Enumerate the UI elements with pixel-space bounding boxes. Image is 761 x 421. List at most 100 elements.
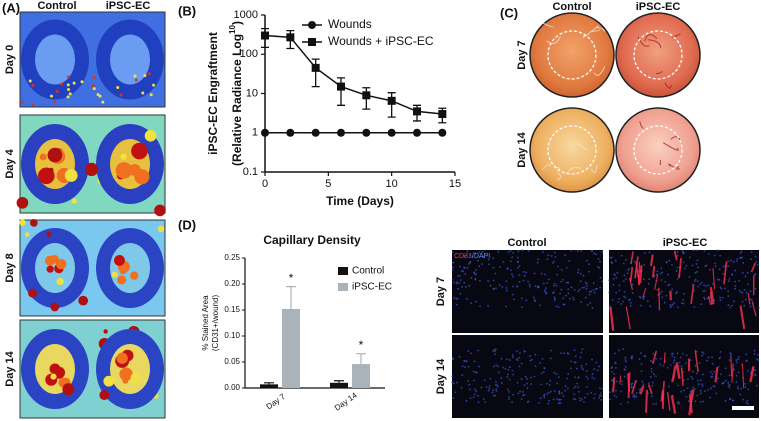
nucleus [487, 304, 489, 307]
wound-photo [615, 107, 701, 193]
nucleus [724, 399, 727, 402]
marker [413, 107, 421, 116]
nucleus [709, 371, 712, 373]
nucleus [474, 388, 476, 391]
wound-photo [529, 107, 615, 193]
nucleus [719, 296, 721, 299]
nucleus [494, 350, 497, 353]
nucleus [660, 279, 663, 281]
nucleus [587, 377, 589, 380]
nucleus [735, 374, 738, 377]
nucleus [466, 297, 468, 300]
nucleus [688, 276, 691, 278]
hot-spot [117, 275, 127, 285]
nucleus [620, 390, 623, 393]
nucleus [727, 381, 730, 384]
nucleus [553, 299, 556, 302]
nucleus [648, 251, 651, 254]
speckle [80, 80, 84, 84]
nucleus [543, 396, 546, 399]
nucleus [545, 293, 548, 295]
hot-spot [71, 198, 78, 204]
nucleus [591, 307, 594, 309]
nucleus [493, 348, 496, 351]
nucleus [565, 266, 568, 269]
nucleus [691, 377, 694, 380]
nucleus [619, 403, 622, 405]
nucleus [495, 287, 497, 290]
x-tick-label: 15 [449, 178, 461, 190]
nucleus [629, 298, 632, 301]
nucleus [521, 306, 523, 309]
nucleus [614, 259, 617, 262]
nucleus [556, 382, 559, 385]
column-label: Control [37, 0, 76, 12]
hot-spot [64, 169, 78, 182]
cd31-stain [627, 373, 630, 392]
nucleus [498, 283, 501, 286]
nucleus [452, 251, 454, 254]
nucleus [567, 372, 570, 375]
y-tick-label: 0.00 [224, 383, 240, 392]
nucleus [682, 261, 685, 264]
legend-label: Control [352, 266, 384, 277]
nucleus [533, 299, 536, 301]
vessel [576, 142, 589, 152]
nucleus [639, 304, 642, 307]
speckle [141, 91, 145, 95]
nucleus [739, 393, 742, 396]
hot-spot [56, 277, 64, 286]
nucleus [617, 301, 620, 304]
nucleus [692, 249, 695, 252]
y-tick-label: 0.1 [243, 166, 258, 178]
nucleus [735, 381, 738, 384]
speckle [92, 87, 96, 91]
nucleus [467, 350, 470, 352]
speckle [49, 94, 53, 98]
nucleus [727, 280, 730, 283]
marker [413, 128, 421, 137]
nucleus [697, 285, 700, 288]
nucleus [564, 294, 567, 297]
nucleus [627, 269, 630, 272]
nucleus [615, 291, 618, 294]
nucleus [491, 391, 494, 394]
nucleus [721, 296, 724, 299]
nucleus [494, 348, 497, 351]
nucleus [455, 282, 458, 285]
cd31-stain [678, 258, 682, 279]
nucleus [472, 396, 475, 399]
nucleus [702, 373, 704, 376]
speckle [149, 93, 153, 97]
marker [362, 91, 371, 100]
nucleus [738, 356, 740, 358]
nucleus [719, 286, 722, 289]
marker [362, 128, 371, 137]
nucleus [622, 262, 625, 265]
nucleus [472, 370, 475, 373]
hot-spot [154, 204, 166, 217]
nucleus [615, 389, 617, 392]
nucleus [557, 306, 560, 308]
nucleus [730, 259, 732, 262]
nucleus [589, 302, 592, 305]
nucleus [552, 284, 555, 287]
nucleus [711, 362, 714, 365]
vessel [664, 82, 672, 89]
speckle [66, 95, 70, 99]
nucleus [727, 295, 730, 297]
nucleus [497, 371, 500, 374]
nucleus [495, 364, 498, 367]
nucleus [470, 302, 473, 305]
nucleus [453, 297, 456, 299]
nucleus [717, 377, 720, 380]
nucleus [508, 378, 511, 381]
nucleus [627, 401, 630, 404]
nucleus [599, 286, 602, 289]
nucleus [475, 269, 477, 271]
nucleus [623, 295, 625, 298]
nucleus [475, 300, 478, 303]
vessel [542, 22, 555, 28]
nucleus [734, 285, 737, 287]
nucleus [464, 366, 466, 369]
